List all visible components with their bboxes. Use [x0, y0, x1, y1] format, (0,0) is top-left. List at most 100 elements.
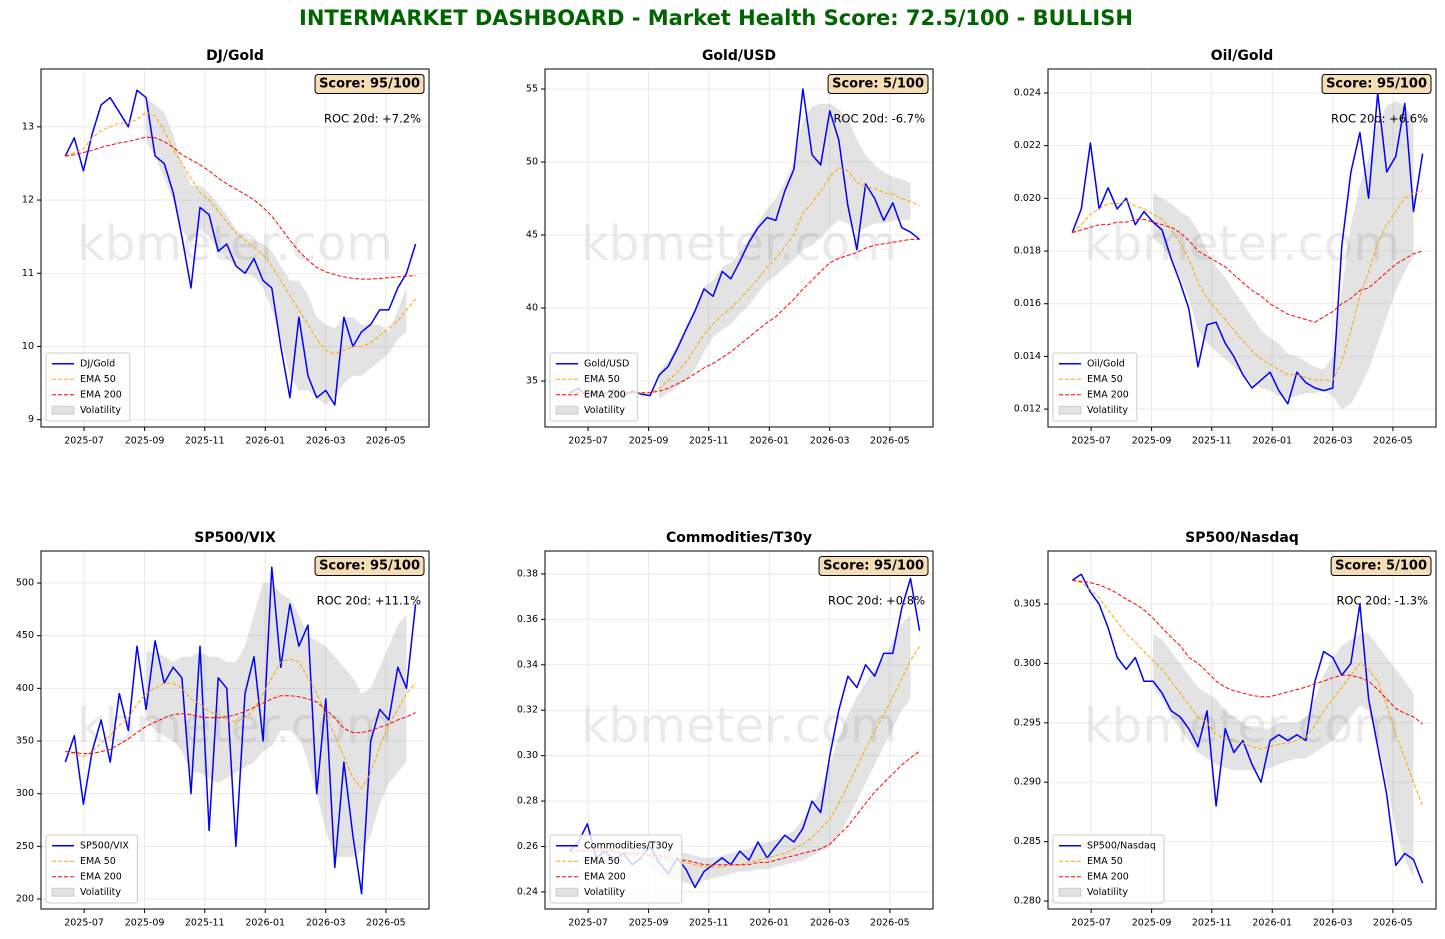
score-label: Score: 5/100: [1335, 559, 1427, 574]
y-tick-label: 12: [22, 195, 34, 206]
x-tick-label: 2026-05: [1373, 918, 1413, 929]
score-label: Score: 95/100: [319, 559, 420, 574]
legend-label: Gold/USD: [584, 358, 629, 369]
x-tick-label: 2026-01: [1252, 918, 1292, 929]
y-tick-label: 500: [16, 578, 34, 589]
watermark: kbmeter.com: [77, 698, 393, 754]
score-label: Score: 5/100: [832, 77, 924, 92]
roc-annotation: ROC 20d: +0.8%: [828, 594, 925, 608]
y-tick-label: 0.285: [1014, 836, 1041, 847]
volatility-band: [650, 614, 911, 886]
x-tick-label: 2026-01: [245, 436, 285, 447]
panel-title: Commodities/T30y: [666, 530, 812, 546]
x-tick-label: 2025-09: [1132, 436, 1172, 447]
y-tick-label: 0.012: [1014, 404, 1041, 415]
x-tick-label: 2026-05: [870, 918, 910, 929]
volatility-band: [146, 97, 407, 405]
ema-line: [65, 136, 416, 280]
y-tick-label: 0.28: [517, 796, 538, 807]
x-tick-label: 2026-05: [1373, 436, 1413, 447]
legend: SP500/VIX EMA 50 EMA 200 Volatility: [45, 834, 138, 904]
score-label: Score: 95/100: [319, 77, 420, 92]
watermark: kbmeter.com: [581, 698, 897, 754]
plot-area: [64, 89, 417, 406]
plot-area: [1071, 573, 1424, 884]
x-tick-label: 2026-03: [810, 918, 850, 929]
panel-title: DJ/Gold: [206, 48, 264, 64]
ratio-line: [64, 566, 417, 895]
axes-frame: [40, 68, 430, 428]
y-tick-label: 10: [22, 341, 34, 352]
score-box: [1330, 556, 1432, 576]
legend-label: EMA 50: [80, 374, 116, 385]
ema-line: [1072, 579, 1424, 807]
x-tick-label: 2025-09: [1132, 918, 1172, 929]
chart-panel: Gold/USD 35 40 45 50 55 2025-07 2025-09 2025-11 2…: [526, 48, 934, 447]
panel-title: SP500/VIX: [194, 530, 276, 546]
y-tick-label: 50: [526, 157, 538, 168]
legend-label: SP500/Nasdaq: [1087, 840, 1156, 851]
x-tick-label: 2025-07: [64, 918, 104, 929]
x-tick-label: 2026-03: [306, 918, 346, 929]
legend-box: [549, 352, 638, 422]
legend-label: Volatility: [80, 405, 121, 416]
x-tick-label: 2025-11: [689, 436, 729, 447]
y-tick-label: 0.36: [517, 614, 538, 625]
axes-frame: [1047, 550, 1437, 910]
x-tick-label: 2026-03: [1313, 436, 1353, 447]
plot-area: [1071, 92, 1424, 410]
plot-area: [64, 566, 417, 895]
watermark: kbmeter.com: [1084, 698, 1400, 754]
x-tick-label: 2025-09: [125, 918, 165, 929]
x-tick-label: 2025-11: [185, 918, 225, 929]
legend-label: Volatility: [584, 405, 625, 416]
legend-box: [45, 834, 138, 904]
score-box: [827, 74, 929, 94]
x-tick-label: 2025-09: [629, 436, 669, 447]
x-tick-label: 2025-11: [185, 436, 225, 447]
score-box: [1321, 74, 1432, 94]
legend-label: Volatility: [584, 887, 625, 898]
legend: Commodities/T30y EMA 50 EMA 200 Volatility: [549, 834, 683, 904]
ratio-line: [1071, 92, 1424, 405]
legend-box: [45, 352, 131, 422]
legend-swatch: [51, 405, 75, 415]
panel-title: Gold/USD: [702, 48, 776, 64]
panel-title: SP500/Nasdaq: [1185, 530, 1299, 546]
volatility-band: [1153, 633, 1414, 878]
legend-box: [1052, 352, 1138, 422]
legend-box: [549, 834, 683, 904]
legend-label: EMA 200: [1087, 389, 1129, 400]
legend-label: EMA 50: [584, 374, 620, 385]
legend-label: SP500/VIX: [80, 840, 129, 851]
score-box: [818, 556, 929, 576]
score-box: [314, 74, 425, 94]
volatility-band: [659, 103, 911, 399]
legend-label: EMA 200: [1087, 871, 1129, 882]
chart-panel: SP500/Nasdaq 0.280 0.285 0.290 0.295 0.300 0.3…: [1014, 530, 1437, 929]
legend-swatch: [1058, 405, 1082, 415]
x-tick-label: 2025-11: [1192, 436, 1232, 447]
ema-line: [1072, 579, 1423, 725]
y-tick-label: 0.295: [1014, 717, 1041, 728]
x-tick-label: 2026-01: [1252, 436, 1292, 447]
legend-label: EMA 200: [80, 871, 122, 882]
legend-label: EMA 200: [584, 389, 626, 400]
legend-label: EMA 50: [80, 856, 116, 867]
y-tick-label: 0.38: [517, 568, 538, 579]
y-tick-label: 0.32: [517, 705, 538, 716]
y-tick-label: 0.24: [517, 886, 538, 897]
y-tick-label: 13: [22, 121, 34, 132]
chart-panel: SP500/VIX 200 250 300 350 400 450 500 2025-07 202…: [16, 530, 430, 929]
x-tick-label: 2025-07: [568, 918, 608, 929]
legend-swatch: [1058, 887, 1082, 897]
legend-label: EMA 200: [80, 389, 122, 400]
ema-line: [1071, 189, 1423, 381]
x-tick-label: 2026-01: [749, 436, 789, 447]
y-tick-label: 0.305: [1014, 598, 1041, 609]
axes-frame: [1047, 68, 1437, 428]
y-tick-label: 0.020: [1014, 193, 1041, 204]
watermark: kbmeter.com: [1084, 216, 1400, 272]
y-tick-label: 300: [16, 788, 34, 799]
